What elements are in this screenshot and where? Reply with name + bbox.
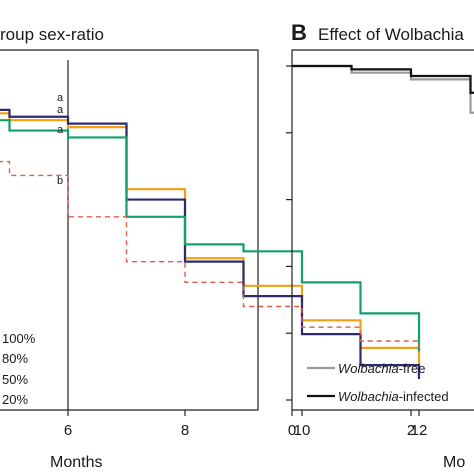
panel-a-x-axis-label: Months xyxy=(50,454,102,471)
legend-item-50: 50% xyxy=(2,372,28,387)
legend-label-wolbachia-infected-italic: Wolbachia xyxy=(338,389,399,404)
legend-label-wolbachia-free-italic: Wolbachia xyxy=(338,361,399,376)
panel-b-x-ticks: 0246 xyxy=(288,410,415,439)
series-line-navy xyxy=(0,108,421,379)
panel-b-frame xyxy=(291,49,474,411)
panel-b-y-ticks xyxy=(286,65,292,401)
sig-letter-4: b xyxy=(57,175,63,187)
panel-a-title: roup sex-ratio xyxy=(0,25,104,44)
panel-a-x-ticks: 4681012 xyxy=(64,410,428,439)
panel-a-series-group xyxy=(0,108,421,379)
x-tick-label: 12 xyxy=(411,422,428,439)
series-line-black xyxy=(292,64,474,94)
sig-letter-3: a xyxy=(57,124,64,136)
panel-a-frame xyxy=(0,49,259,411)
legend-label-wolbachia-free-suffix: -free xyxy=(399,361,426,376)
panel-a: roup sex-ratio 4681012 a a a b 100% 80% … xyxy=(0,25,427,471)
x-tick-label: 8 xyxy=(181,422,189,439)
series-line-orange xyxy=(0,112,421,366)
panel-b-title: Effect of Wolbachia xyxy=(318,25,464,44)
legend-item-100: 100% xyxy=(2,331,36,346)
x-tick-label: 2 xyxy=(407,422,415,439)
legend-label-wolbachia-free: Wolbachia-free xyxy=(338,361,425,376)
legend-item-20: 20% xyxy=(2,392,28,407)
panel-b-series-group xyxy=(292,64,474,114)
panel-b-letter: B xyxy=(291,20,307,45)
series-line-green xyxy=(0,119,421,352)
panel-b-x-axis-label: Mo xyxy=(443,454,465,471)
sig-letter-1: a xyxy=(57,92,64,104)
series-line-gray xyxy=(292,64,474,114)
sig-letter-2: a xyxy=(57,104,64,116)
legend-label-wolbachia-infected-suffix: -infected xyxy=(399,389,449,404)
series-line-red xyxy=(0,160,420,348)
x-tick-label: 0 xyxy=(288,422,296,439)
x-tick-label: 10 xyxy=(294,422,311,439)
legend-item-80: 80% xyxy=(2,351,28,366)
panel-b: B Effect of Wolbachia 0246 Wolbachia-fre… xyxy=(286,20,474,471)
x-tick-label: 6 xyxy=(64,422,72,439)
legend-label-wolbachia-infected: Wolbachia-infected xyxy=(338,389,449,404)
